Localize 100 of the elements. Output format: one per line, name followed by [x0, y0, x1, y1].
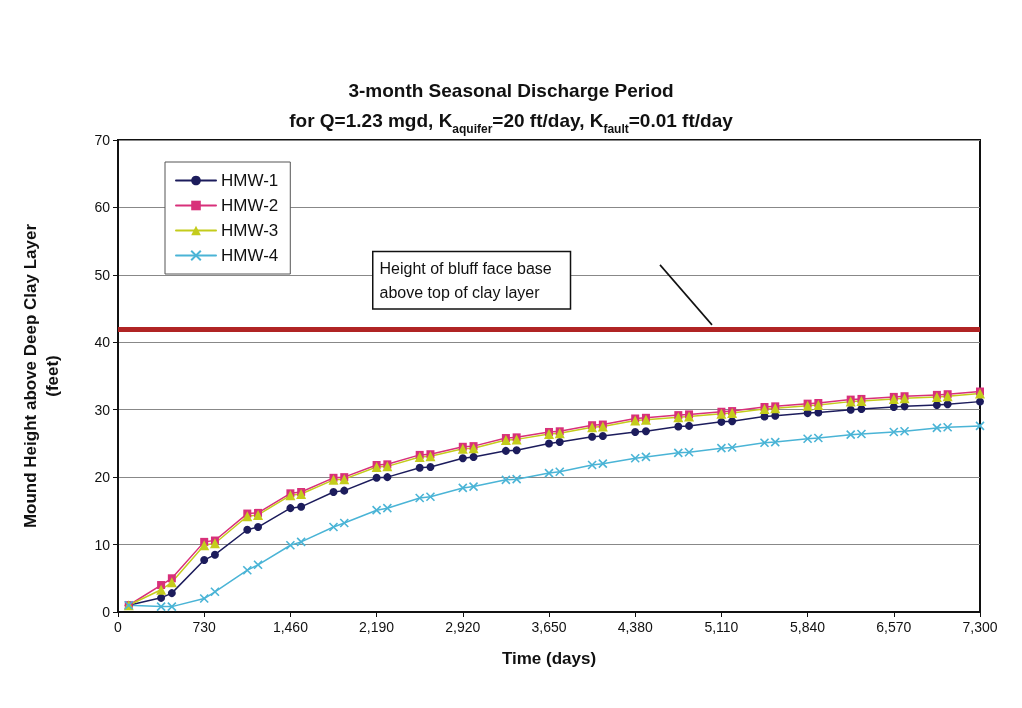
point	[253, 560, 263, 570]
point	[285, 540, 296, 551]
point	[242, 565, 253, 575]
point	[727, 442, 737, 453]
x-tick-label: 0	[114, 619, 123, 635]
point	[425, 491, 436, 502]
point	[554, 466, 565, 477]
point	[641, 452, 651, 462]
y-tick-label: 20	[94, 469, 111, 486]
point	[414, 493, 425, 503]
point	[845, 429, 856, 440]
point	[242, 511, 253, 522]
point	[166, 577, 177, 588]
point	[976, 397, 984, 406]
point	[802, 433, 813, 444]
legend-label: HMW-3	[221, 221, 279, 240]
point	[587, 460, 597, 470]
point	[899, 426, 910, 437]
point	[856, 429, 867, 439]
point	[598, 432, 607, 441]
x-axis-title: Time (days)	[501, 649, 597, 668]
point	[975, 421, 985, 431]
point	[673, 448, 684, 458]
point	[156, 584, 167, 595]
point	[588, 432, 597, 441]
point	[555, 438, 564, 447]
point	[426, 463, 435, 472]
point	[641, 427, 650, 436]
legend-label: HMW-1	[221, 171, 279, 190]
point	[254, 523, 263, 532]
y-tick-label: 30	[94, 401, 111, 418]
point	[813, 433, 824, 443]
point	[210, 550, 219, 559]
point	[900, 402, 909, 411]
point	[340, 486, 349, 495]
point	[372, 473, 381, 482]
point	[167, 589, 176, 598]
point	[770, 437, 781, 447]
point	[199, 540, 210, 551]
x-tick-label: 2,920	[445, 619, 481, 635]
point	[167, 601, 177, 612]
point	[296, 537, 306, 547]
point	[716, 443, 727, 453]
point	[469, 452, 478, 461]
point	[674, 422, 683, 431]
point	[889, 403, 898, 412]
point	[501, 475, 511, 485]
point	[200, 556, 209, 565]
point	[630, 453, 640, 464]
x-tick-label: 5,110	[704, 619, 739, 635]
chart-title: 3-month Seasonal Discharge Period	[348, 79, 674, 101]
x-tick-label: 730	[192, 619, 217, 635]
point	[684, 447, 694, 457]
point	[501, 446, 510, 455]
point	[685, 421, 694, 430]
x-tick-label: 2,190	[359, 619, 395, 635]
y-tick-label: 50	[94, 266, 111, 283]
point	[759, 437, 770, 448]
point	[286, 504, 295, 513]
legend-label: HMW-4	[221, 246, 279, 265]
ref-line-label: Height of bluff face base above top of clay layer	[379, 259, 552, 301]
x-tick-label: 5,840	[790, 619, 826, 635]
point	[371, 505, 382, 515]
point	[728, 417, 737, 426]
point	[512, 446, 521, 455]
point	[942, 422, 953, 433]
point	[943, 400, 952, 409]
y-tick-label: 70	[94, 132, 111, 148]
point	[329, 487, 338, 496]
point	[458, 454, 467, 463]
point	[598, 458, 608, 469]
y-tick-label: 10	[94, 536, 111, 553]
point	[382, 503, 393, 513]
point	[932, 401, 941, 409]
point	[209, 538, 220, 549]
point	[199, 593, 209, 604]
point	[297, 502, 306, 511]
x-tick-label: 1,460	[272, 619, 309, 635]
point	[415, 463, 424, 472]
y-tick-label: 60	[94, 199, 111, 216]
x-tick-label: 7,300	[962, 619, 998, 635]
point	[156, 601, 166, 612]
point	[631, 427, 640, 436]
legend-label: HMW-2	[221, 196, 279, 215]
y-tick-label: 40	[94, 334, 111, 351]
point	[932, 423, 942, 433]
point	[328, 522, 339, 532]
point	[243, 525, 252, 534]
point	[458, 483, 468, 493]
y-axis-title: Mound Height above Deep Clay Layer (feet)	[20, 223, 62, 529]
point	[468, 481, 479, 492]
x-tick-label: 6,570	[876, 619, 912, 635]
y-tick-label: 0	[102, 604, 111, 620]
point	[544, 468, 554, 478]
point	[157, 593, 166, 602]
point	[210, 586, 220, 597]
x-tick-label: 4,380	[617, 619, 653, 635]
point	[545, 439, 553, 448]
point	[383, 473, 392, 482]
x-tick-label: 3,650	[531, 619, 567, 635]
